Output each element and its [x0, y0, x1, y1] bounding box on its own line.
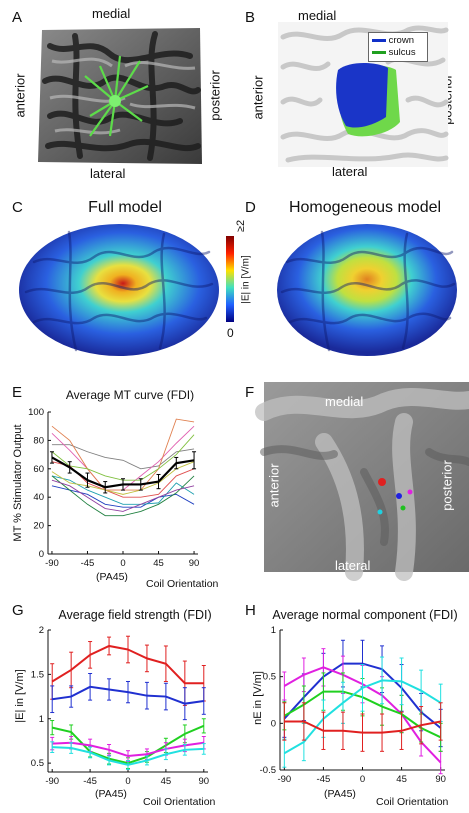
x-tick-label: -90	[277, 774, 291, 785]
brain-full-model	[19, 224, 219, 356]
series-line-6	[51, 475, 195, 505]
label-lateral-f: lateral	[335, 558, 371, 573]
colorbar-gradient	[226, 236, 234, 322]
panel-label-f: F	[245, 384, 255, 401]
x-tick-label: -45	[83, 776, 97, 787]
chart-e-xannotation: (PA45)	[96, 571, 128, 583]
panel-g: G Average field strength (FDI) |E| in [V…	[0, 600, 240, 813]
series-line-0	[51, 444, 195, 470]
panel-e: E Average MT curve (FDI) MT % Stimulator…	[0, 382, 240, 592]
chart-h-title: Average normal component (FDI)	[272, 608, 458, 622]
panel-label-g: G	[12, 602, 24, 619]
chart-g-xlabel: Coil Orientation	[143, 796, 216, 808]
panel-c: C Full model	[0, 192, 235, 367]
label-lateral-b: lateral	[332, 164, 368, 179]
chart-h-plot: -0.5 0 0.5 1 -90 -45 0 45 90	[260, 625, 446, 785]
title-full-model: Full model	[88, 199, 162, 216]
x-tick-label: 45	[153, 558, 164, 569]
y-tick-label: 1.5	[31, 669, 44, 680]
panel-a: A medial lateral anterior posterior	[0, 0, 230, 185]
colorbar: ≥2 0 |E| in [V/m]	[222, 220, 262, 342]
series-line-5	[51, 485, 195, 508]
series-line-3	[51, 434, 195, 481]
y-tick-label: 1	[39, 714, 44, 725]
marker-cyan	[377, 509, 383, 515]
y-tick-label: 0.5	[31, 758, 44, 769]
y-tick-label: 60	[33, 464, 44, 475]
panel-f: F medial lateral anterior posterior	[240, 382, 469, 592]
marker-green	[400, 505, 406, 511]
label-posterior-f: posterior	[439, 460, 455, 511]
brain-homogeneous-model	[277, 224, 457, 356]
y-tick-label: -0.5	[260, 765, 276, 776]
y-tick-label: 2	[39, 625, 44, 636]
panel-b: B medial lateral anterior posterior crow…	[240, 0, 469, 185]
legend-b: crown sulcus	[368, 32, 428, 62]
y-tick-label: 40	[33, 492, 44, 503]
brain-surface-a	[38, 28, 202, 164]
panel-h: H Average normal component (FDI) nE in […	[240, 600, 469, 813]
y-tick-label: 100	[28, 407, 44, 418]
panel-label-d: D	[245, 199, 256, 216]
marker-red	[378, 478, 386, 486]
x-tick-label: 90	[435, 774, 446, 785]
label-anterior-f: anterior	[266, 463, 282, 508]
x-tick-label: -90	[45, 558, 59, 569]
series-line-8	[51, 479, 195, 512]
label-medial-f: medial	[325, 394, 364, 409]
y-tick-label: 0	[271, 718, 276, 729]
x-tick-label: -90	[45, 776, 59, 787]
x-tick-label: 45	[396, 774, 407, 785]
legend-item-sulcus: sulcus	[372, 47, 416, 58]
label-anterior-b: anterior	[250, 75, 266, 120]
panel-label-c: C	[12, 199, 23, 216]
marker-magenta	[407, 489, 413, 495]
series-line-7	[51, 475, 195, 517]
y-tick-label: 80	[33, 435, 44, 446]
legend-text-sulcus: sulcus	[388, 47, 416, 58]
panel-d: D Homogeneous model	[240, 192, 469, 367]
colorbar-bottom-label: 0	[227, 326, 234, 340]
marker-blue	[396, 493, 402, 499]
chart-g-plot: 0.5 1 1.5 2 -90 -45 0 45 90	[31, 625, 210, 787]
chart-h-xannotation: (PA45)	[324, 788, 356, 800]
x-tick-label: -45	[317, 774, 331, 785]
x-tick-label: 90	[199, 776, 210, 787]
legend-swatch-crown	[372, 38, 386, 42]
legend-item-crown: crown	[372, 35, 414, 46]
series-line-9	[51, 461, 195, 495]
y-tick-label: 1	[271, 625, 276, 636]
chart-e-title: Average MT curve (FDI)	[65, 388, 195, 402]
x-tick-label: 0	[360, 774, 365, 785]
y-tick-label: 0	[39, 549, 44, 560]
label-lateral-a: lateral	[90, 166, 126, 181]
x-tick-label: 45	[161, 776, 172, 787]
panel-label-e: E	[12, 384, 23, 401]
chart-e-plot: 0 20 40 60 80 100 -90 -45 0 45 90	[28, 407, 200, 569]
panel-label-h: H	[245, 602, 256, 619]
legend-swatch-sulcus	[372, 50, 386, 54]
panel-label-a: A	[12, 9, 23, 26]
y-tick-label: 20	[33, 521, 44, 532]
label-medial-b: medial	[298, 8, 337, 23]
chart-g-xannotation: (PA45)	[95, 788, 127, 800]
panel-label-b: B	[245, 9, 256, 26]
chart-g-title: Average field strength (FDI)	[58, 608, 212, 622]
legend-text-crown: crown	[388, 35, 414, 46]
brain-surface-f	[255, 382, 469, 581]
label-medial-a: medial	[92, 6, 131, 21]
x-tick-label: 90	[189, 558, 200, 569]
chart-e-xlabel: Coil Orientation	[146, 578, 219, 590]
label-anterior-a: anterior	[12, 73, 28, 118]
title-homogeneous-model: Homogeneous model	[288, 199, 442, 216]
x-tick-label: 0	[120, 558, 125, 569]
y-tick-label: 0.5	[263, 672, 276, 683]
x-tick-label: -45	[81, 558, 95, 569]
chart-h-xlabel: Coil Orientation	[376, 796, 449, 808]
x-tick-label: 0	[125, 776, 130, 787]
